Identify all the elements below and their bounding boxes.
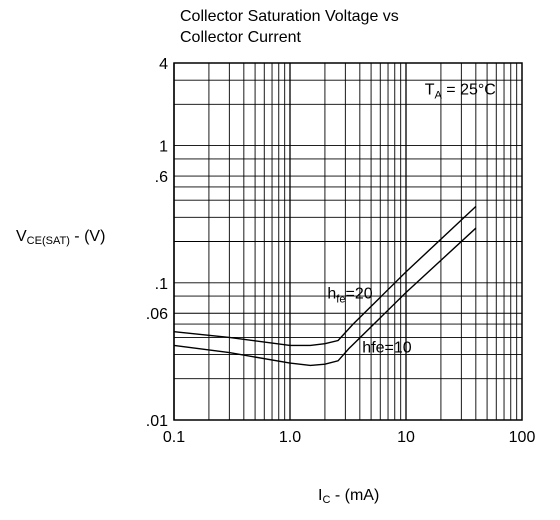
y-axis-label-sub: CE(SAT) <box>26 235 70 247</box>
y-tick-label: 1 <box>159 139 168 156</box>
x-axis-label: IC - (mA) <box>318 487 380 506</box>
y-axis-label: VCE(SAT) - (V) <box>16 228 106 247</box>
x-axis-label-unit: - (mA) <box>330 487 380 504</box>
y-tick-label: .01 <box>146 413 168 430</box>
x-tick-label: 1.0 <box>279 429 301 446</box>
x-axis-label-sub: C <box>322 494 331 506</box>
x-axis-label-main: I <box>318 487 323 504</box>
y-axis-label-main: V <box>16 228 27 245</box>
plot-frame <box>173 62 523 421</box>
chart-title: Collector Saturation Voltage vs Collecto… <box>180 6 399 48</box>
y-tick-label: .6 <box>155 169 168 186</box>
y-tick-label: .1 <box>155 276 168 293</box>
y-axis-label-unit: - (V) <box>69 228 106 245</box>
series-line-hfe-20 <box>173 205 477 347</box>
chart-title-line1: Collector Saturation Voltage vs <box>180 8 399 25</box>
x-tick-label: 10 <box>397 429 415 446</box>
chart-title-line2: Collector Current <box>180 29 301 46</box>
series-label-hfe10: hfe=10 <box>362 340 411 357</box>
x-tick-label: 0.1 <box>163 429 185 446</box>
temperature-annotation: TA = 25°C <box>425 82 496 102</box>
x-tick-label: 100 <box>509 429 536 446</box>
y-tick-label: 4 <box>159 56 168 73</box>
series-label-hfe20: hfe=20 <box>327 285 372 305</box>
series-line-hfe-10 <box>173 227 477 367</box>
y-tick-label: .06 <box>146 306 168 323</box>
